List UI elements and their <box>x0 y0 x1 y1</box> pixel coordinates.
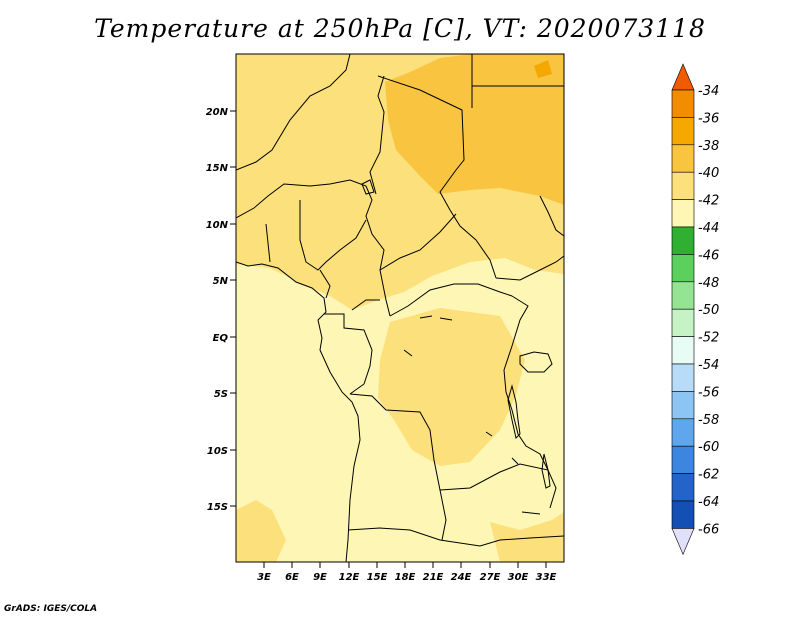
border-sudan-east <box>495 255 564 281</box>
map-title: Temperature at 250hPa [C], VT: 202007311… <box>94 14 706 43</box>
colorbar-box <box>671 308 695 337</box>
colorbar-label: -44 <box>698 221 719 236</box>
colorbar-box <box>671 473 695 502</box>
colorbar-label: -34 <box>698 84 719 99</box>
lon-label-9e: 9E <box>313 572 327 583</box>
colorbar-label: -48 <box>698 276 719 291</box>
coastline <box>236 261 361 562</box>
border-libya-sudan <box>377 75 497 279</box>
lon-label-12e: 12E <box>339 572 360 583</box>
border-west-sahara <box>236 54 351 171</box>
border-cameroon <box>319 269 380 311</box>
colorbar-box <box>671 445 695 474</box>
lake-malawi <box>541 453 551 489</box>
lat-label-eq: EQ <box>213 333 229 344</box>
colorbar-box <box>671 500 695 529</box>
colorbar-box <box>671 117 695 146</box>
lon-ticks <box>263 562 547 568</box>
colorbar-label: -60 <box>698 440 719 455</box>
colorbar-label: -38 <box>698 139 719 154</box>
boundaries <box>236 54 564 562</box>
grads-credit: GrADS: IGES/COLA <box>4 604 98 614</box>
colorbar-label: -56 <box>698 385 719 400</box>
lat-label-10n: 10N <box>206 220 229 231</box>
lat-label-15n: 15N <box>206 163 229 174</box>
lat-label-20n: 20N <box>206 107 229 118</box>
border-congo-gabon <box>324 313 373 395</box>
colorbar-top-triangle <box>671 63 695 91</box>
colorbar-label: -66 <box>698 522 719 537</box>
field-minus41-southwest <box>236 500 286 562</box>
river-segments <box>403 315 541 515</box>
border-angola-south <box>347 527 564 547</box>
colorbar-label: -52 <box>698 331 719 346</box>
colorbar-bottom-triangle <box>671 528 695 556</box>
lon-label-21e: 21E <box>423 572 444 583</box>
field-minus39-northeast <box>385 54 564 205</box>
lon-tick-labels: 3E 6E 9E 12E 15E 18E 21E 24E 27E 30E 33E <box>257 572 556 583</box>
colorbar-box <box>671 144 695 173</box>
colorbar-box <box>671 171 695 200</box>
colorbar-label: -46 <box>698 248 719 263</box>
colorbar: -34 -36 -38 -40 -42 -44 -46 -48 -50 -52 -54 -56 -58 -… <box>671 63 719 556</box>
lat-label-10s: 10S <box>207 446 228 457</box>
border-ethiopia <box>539 195 564 237</box>
lake-tanganyika <box>507 384 521 439</box>
colorbar-box <box>671 336 695 365</box>
colorbar-box <box>671 363 695 392</box>
border-car <box>379 213 513 317</box>
lake-chad <box>361 179 375 195</box>
border-drc-east <box>503 295 549 471</box>
lat-label-5n: 5N <box>213 276 229 287</box>
border-zambia <box>439 463 557 509</box>
temperature-field <box>236 54 564 562</box>
border-chad-west <box>369 75 385 195</box>
colorbar-box <box>671 418 695 447</box>
colorbar-label: -40 <box>698 166 719 181</box>
border-nigeria <box>265 200 367 271</box>
lake-victoria <box>519 351 553 373</box>
lon-label-3e: 3E <box>257 572 271 583</box>
colorbar-box <box>671 391 695 420</box>
field-minus41-central <box>378 308 525 466</box>
field-minus41-southeast <box>490 512 564 562</box>
colorbar-box <box>671 281 695 310</box>
colorbar-label: -62 <box>698 468 719 483</box>
colorbar-box <box>671 89 695 118</box>
colorbar-label: -42 <box>698 194 719 209</box>
colorbar-box <box>671 226 695 255</box>
border-drc-angola <box>349 393 447 541</box>
colorbar-label: -36 <box>698 111 719 126</box>
colorbar-label: -64 <box>698 495 719 510</box>
lat-ticks <box>230 110 236 507</box>
map-frame <box>235 53 565 563</box>
lat-tick-labels: 20N 15N 10N 5N EQ 5S 10S 15S <box>206 107 229 513</box>
lon-label-30e: 30E <box>508 572 529 583</box>
lon-label-15e: 15E <box>367 572 388 583</box>
lon-label-33e: 33E <box>536 572 557 583</box>
lon-label-24e: 24E <box>451 572 472 583</box>
border-sahel <box>236 179 391 317</box>
lon-label-27e: 27E <box>480 572 501 583</box>
field-minus37-spot <box>534 60 552 78</box>
colorbar-box <box>671 199 695 228</box>
colorbar-label: -58 <box>698 413 719 428</box>
colorbar-box <box>671 254 695 283</box>
lat-label-5s: 5S <box>214 389 228 400</box>
lon-label-6e: 6E <box>285 572 299 583</box>
colorbar-label: -50 <box>698 303 719 318</box>
colorbar-label: -54 <box>698 358 719 373</box>
lon-label-18e: 18E <box>395 572 416 583</box>
lat-label-15s: 15S <box>207 502 228 513</box>
border-egypt-sudan <box>471 54 564 108</box>
